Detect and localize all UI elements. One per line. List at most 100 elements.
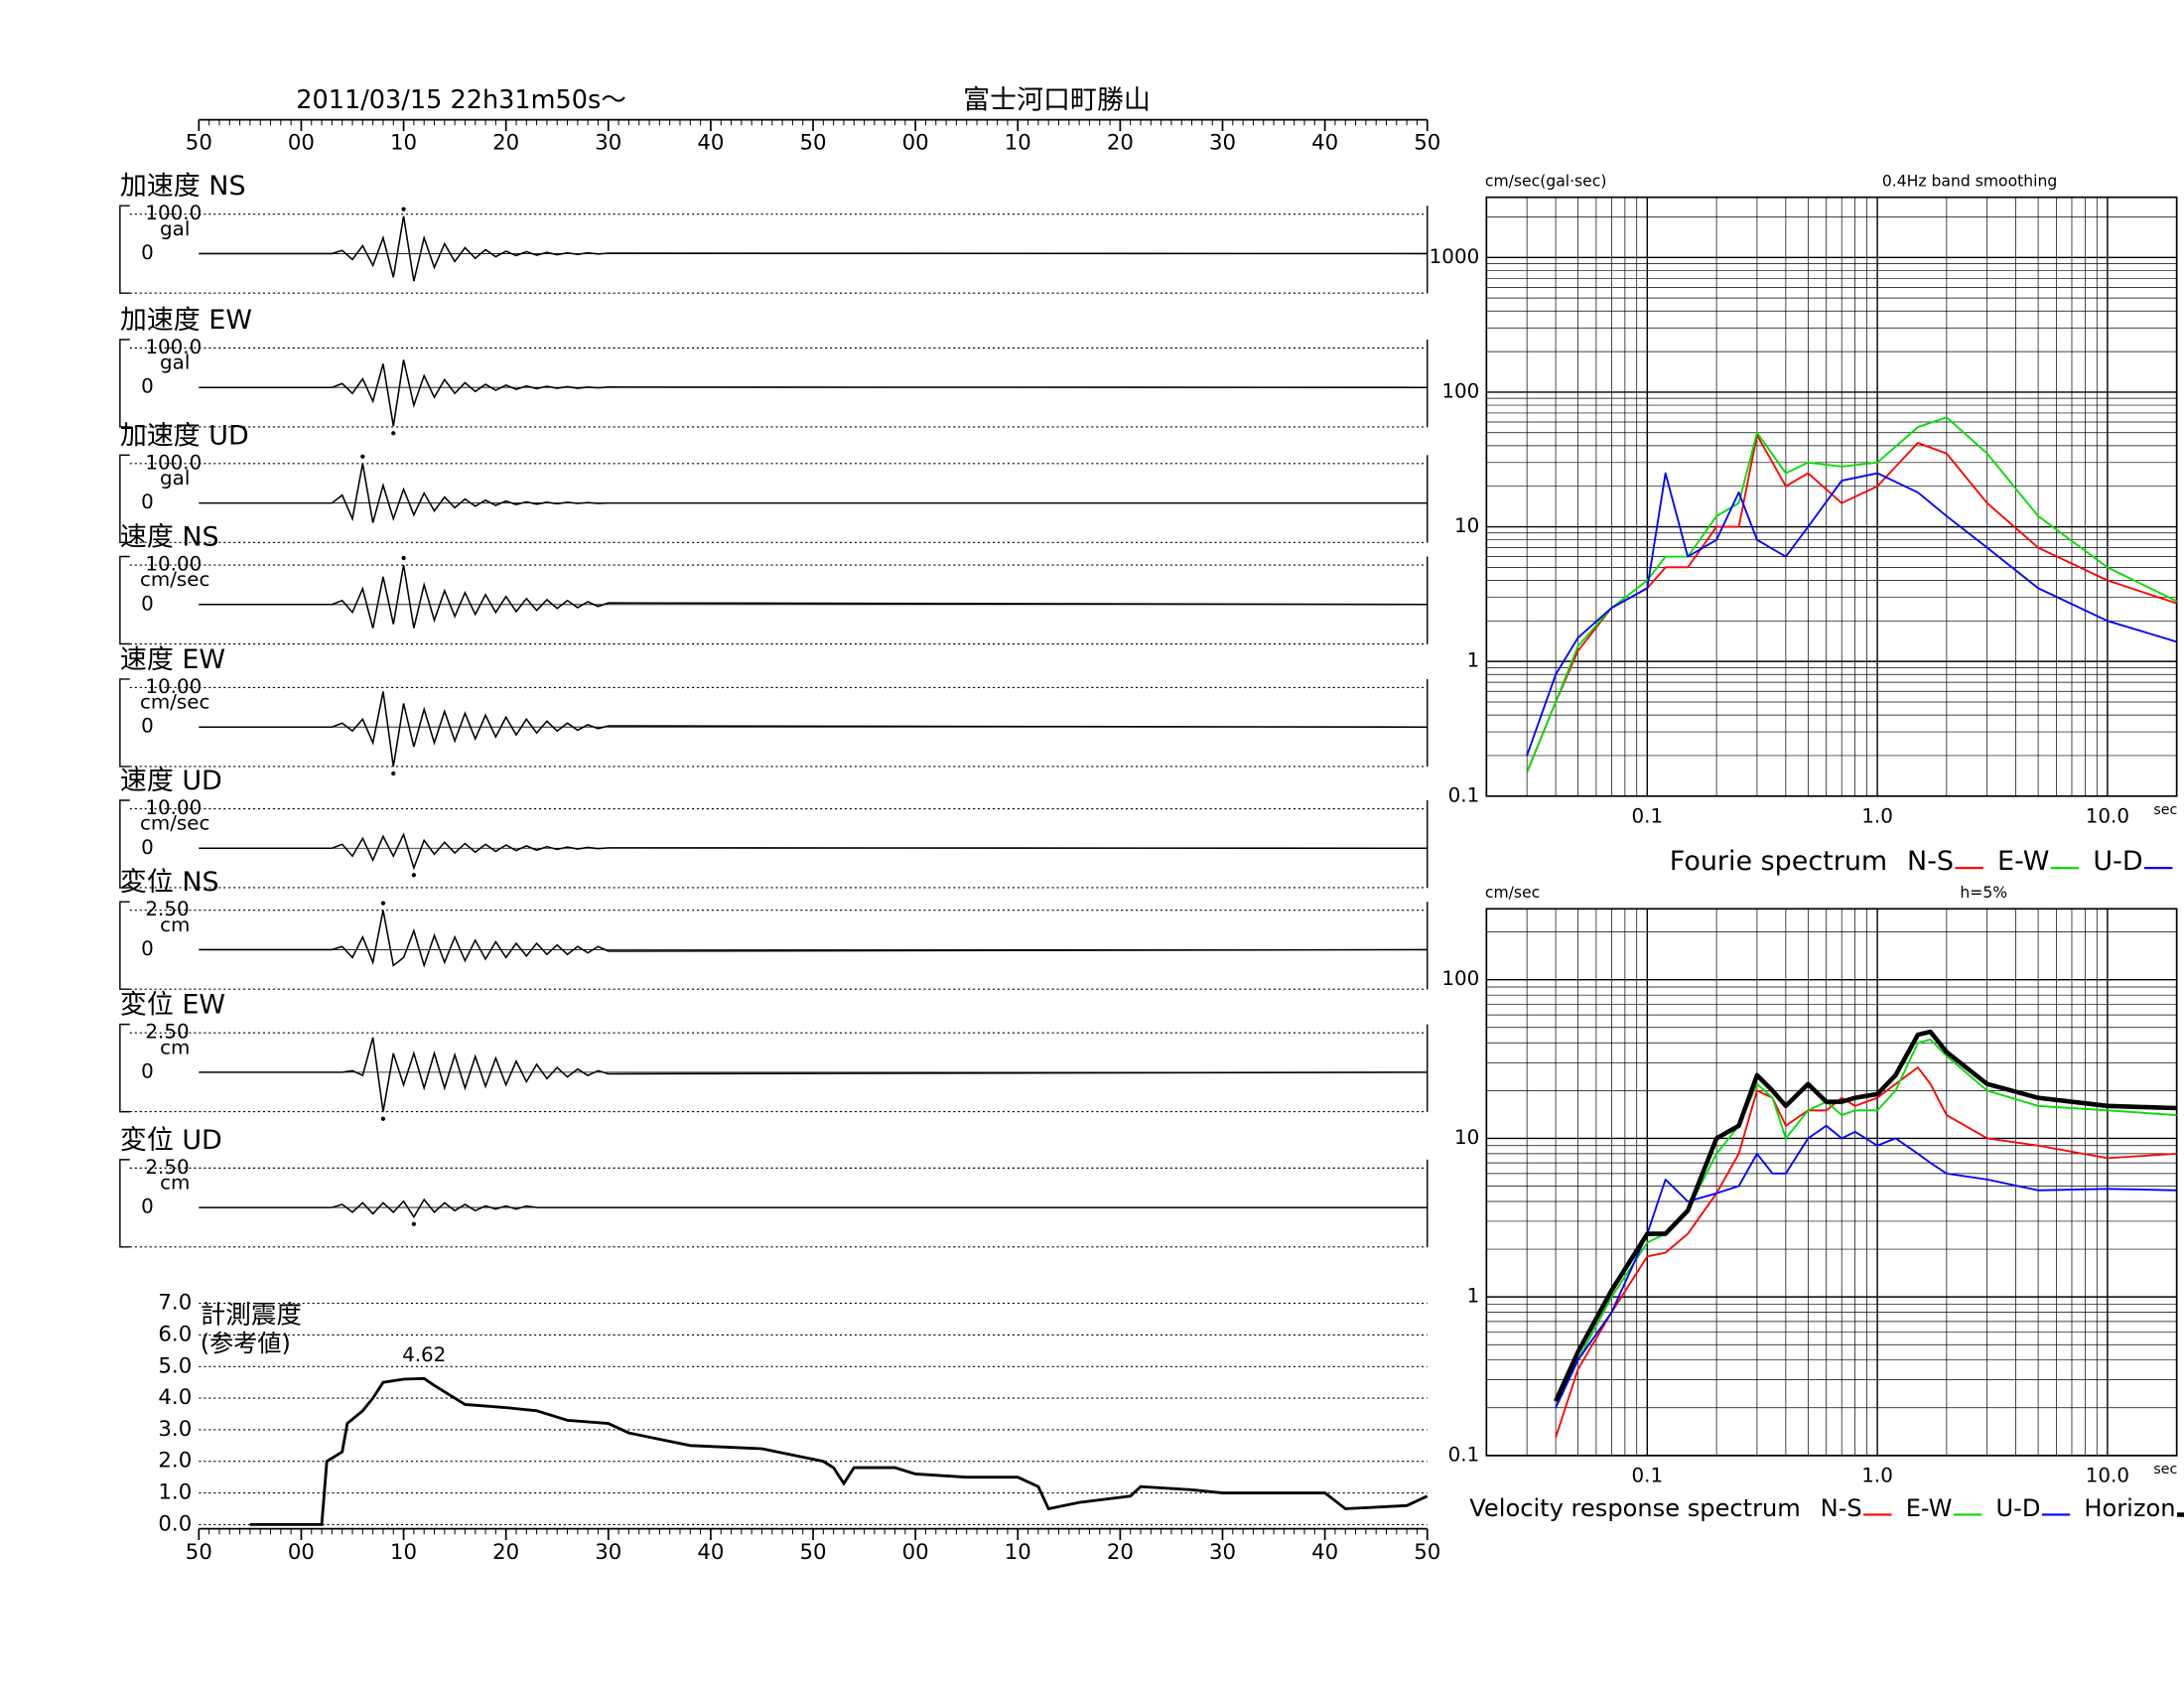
y-tick-label: 100 <box>1441 967 1479 990</box>
panel-bracket <box>119 901 130 990</box>
legend-label: U-D <box>2093 846 2142 877</box>
y-tick-label: 0.0 <box>158 1511 192 1536</box>
series-line <box>1526 472 2177 757</box>
legend-label: N-S <box>1907 846 1954 877</box>
waveform-trace <box>199 463 1428 523</box>
x-tick-label: 30 <box>1209 1540 1236 1565</box>
peak-dot <box>411 873 417 878</box>
x-tick-label: 0.1 <box>1632 805 1664 828</box>
waveform-trace <box>199 564 1428 629</box>
x-tick-label: 50 <box>186 131 212 156</box>
y-tick-label: 10 <box>1454 1126 1479 1149</box>
y-axis-label: cm/sec(gal·sec) <box>1485 173 1607 191</box>
unit-label: gal <box>160 467 190 490</box>
panel-title: 加速度 NS <box>120 171 246 202</box>
y-tick-label: 0 <box>141 715 154 738</box>
y-tick-label: 10 <box>1454 514 1479 537</box>
peak-dot <box>380 901 386 906</box>
waveform-trace <box>199 1197 1428 1219</box>
y-tick-label: 0 <box>141 1196 154 1218</box>
series-line <box>1526 416 2178 774</box>
x-tick-label: 00 <box>902 1540 929 1565</box>
y-tick-label: 100 <box>1441 379 1479 402</box>
y-tick-label: 0 <box>141 241 154 264</box>
unit-label: cm/sec <box>140 691 209 714</box>
y-tick-label: 5.0 <box>158 1353 192 1378</box>
peak-dot <box>391 771 396 776</box>
y-tick-label: 100.0 <box>145 202 202 224</box>
x-tick-label: 10 <box>1005 131 1031 156</box>
legend-label: E-W <box>1997 846 2049 877</box>
y-tick-label: 2.50 <box>145 1156 189 1179</box>
peak-dot <box>391 431 396 436</box>
series-line <box>1555 1066 2177 1438</box>
unit-label: cm/sec <box>140 568 209 591</box>
y-tick-label: 10.00 <box>145 796 202 819</box>
peak-dot <box>401 555 406 561</box>
waveform-trace <box>199 910 1428 968</box>
panel-bracket <box>119 555 130 645</box>
unit-label: gal <box>160 352 190 374</box>
waveform-trace <box>199 832 1428 871</box>
legend-label: Horizon <box>2084 1494 2175 1522</box>
station-name: 富士河口町勝山 <box>963 85 1151 116</box>
x-tick-label: 00 <box>288 131 315 156</box>
x-tick-label: 1.0 <box>1861 805 1893 828</box>
x-tick-label: 1.0 <box>1861 1465 1893 1487</box>
y-tick-label: 4.0 <box>158 1385 192 1410</box>
y-tick-label: 2.50 <box>145 1021 189 1044</box>
y-tick-label: 0 <box>141 375 154 398</box>
x-tick-label: 40 <box>1311 131 1338 156</box>
y-tick-label: 0 <box>141 1059 154 1082</box>
note: 0.4Hz band smoothing <box>1882 173 2057 191</box>
legend-label: N-S <box>1821 1494 1862 1522</box>
panel-bracket <box>119 454 130 544</box>
waveform-trace <box>199 691 1428 768</box>
y-tick-label: 6.0 <box>158 1322 192 1346</box>
y-tick-label: 0 <box>141 937 154 960</box>
y-tick-label: 7.0 <box>158 1291 192 1316</box>
series-line <box>1555 1124 2177 1409</box>
peak-dot <box>411 1221 417 1226</box>
unit-label: gal <box>160 217 190 240</box>
y-tick-label: 0.1 <box>1448 1443 1480 1466</box>
waveform-trace <box>199 1037 1428 1112</box>
x-tick-label: 20 <box>1107 1540 1134 1565</box>
x-tick-label: 0.1 <box>1632 1465 1664 1487</box>
peak-dot <box>401 207 406 211</box>
unit-label: cm <box>160 1171 190 1194</box>
panel-title: 速度 UD <box>120 766 222 796</box>
panel-title: 変位 UD <box>120 1125 222 1156</box>
peak-dot <box>380 1116 386 1121</box>
legend-label: U-D <box>1995 1494 2040 1522</box>
panel-title: 変位 EW <box>120 990 225 1021</box>
legend-label: E-W <box>1906 1494 1953 1522</box>
x-tick-label: 30 <box>595 1540 621 1565</box>
x-tick-label: 20 <box>1107 131 1134 156</box>
y-tick-label: 2.0 <box>158 1449 192 1474</box>
y-tick-label: 1 <box>1467 649 1480 672</box>
x-tick-label: 20 <box>492 1540 519 1565</box>
x-tick-label: 40 <box>1311 1540 1338 1565</box>
x-tick-label: 20 <box>492 131 519 156</box>
y-tick-label: 1 <box>1467 1285 1480 1308</box>
x-axis-label: sec <box>2153 802 2177 818</box>
panel-title: 変位 NS <box>120 867 219 898</box>
peak-label: 4.62 <box>402 1343 446 1366</box>
y-tick-label: 1000 <box>1430 245 1480 268</box>
panel-bracket <box>119 1159 130 1248</box>
waveform-trace <box>199 215 1428 282</box>
y-tick-label: 2.50 <box>145 898 189 920</box>
x-tick-label: 30 <box>595 131 621 156</box>
panel-bracket <box>119 1023 130 1113</box>
unit-label: cm <box>160 914 190 936</box>
waveform-trace <box>199 359 1428 427</box>
x-tick-label: 50 <box>1414 131 1440 156</box>
x-tick-label: 50 <box>800 131 827 156</box>
y-tick-label: 100.0 <box>145 451 202 474</box>
y-tick-label: 0.1 <box>1448 783 1480 806</box>
x-tick-label: 30 <box>1209 131 1236 156</box>
y-tick-label: 1.0 <box>158 1480 192 1505</box>
